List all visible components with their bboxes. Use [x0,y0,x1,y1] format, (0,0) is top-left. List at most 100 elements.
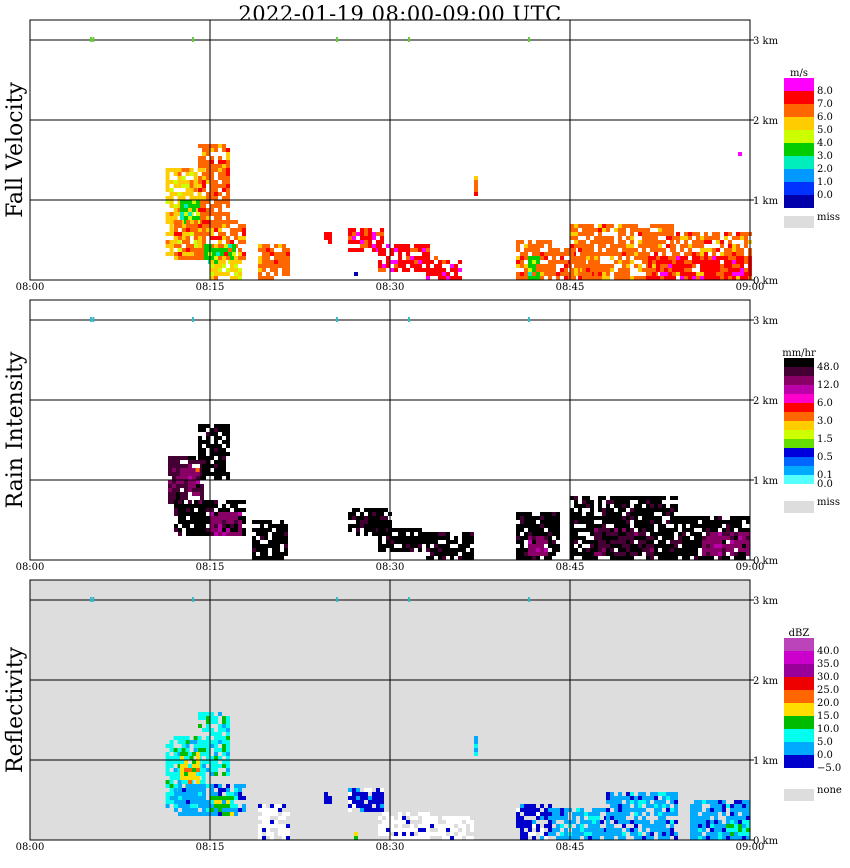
echo-pixel [658,240,662,244]
echo-pixel [442,816,446,820]
echo-pixel [214,244,218,248]
echo-pixel [718,552,722,556]
echo-pixel [218,476,222,480]
echo-pixel [670,812,674,816]
echo-pixel [744,268,748,272]
echo-pixel [177,240,182,244]
echo-pixel [622,532,626,536]
echo-pixel [226,196,230,200]
echo-pixel [646,232,650,236]
echo-pixel [646,812,650,816]
echo-cell [738,152,742,156]
echo-pixel [516,524,520,528]
echo-pixel [702,540,706,544]
echo-pixel [414,248,418,252]
echo-pixel [532,520,536,524]
echo-pixel [206,212,210,216]
echo-pixel [226,272,230,276]
echo-pixel [348,516,352,520]
echo-pixel [210,192,214,196]
echo-pixel [544,832,548,836]
echo-pixel [572,816,576,820]
echo-pixel [692,256,696,260]
echo-pixel [368,228,372,232]
echo-pixel [169,232,174,236]
echo-pixel [590,240,594,244]
echo-pixel [189,252,194,256]
echo-pixel [284,532,288,536]
echo-pixel [622,516,626,520]
echo-pixel [646,548,650,552]
echo-pixel [186,256,190,260]
echo-pixel [704,272,708,276]
echo-cell [594,528,654,556]
echo-pixel [714,520,718,524]
echo-pixel [214,744,218,748]
echo-pixel [360,512,364,516]
echo-pixel [738,820,742,824]
echo-pixel [210,268,214,272]
echo-pixel [652,256,656,260]
echo-pixel [688,276,692,280]
echo-pixel [173,788,178,792]
echo-pixel [193,244,198,248]
echo-pixel [586,232,590,236]
echo-pixel [716,268,720,272]
colorbar-swatch [784,394,814,403]
echo-pixel [630,536,634,540]
echo-pixel [694,828,698,832]
echo-pixel [684,260,688,264]
echo-pixel [226,472,230,476]
echo-pixel [622,820,626,824]
echo-pixel [380,800,384,804]
echo-pixel [556,536,560,540]
echo-pixel [552,812,556,816]
echo-pixel [618,820,622,824]
echo-pixel [578,276,582,280]
echo-pixel [552,516,556,520]
echo-pixel [196,764,200,768]
echo-pixel [606,500,610,504]
echo-pixel [726,828,730,832]
echo-pixel [186,228,190,232]
echo-pixel [190,812,194,816]
echo-pixel [238,508,242,512]
echo-pixel [178,256,182,260]
echo-pixel [226,728,230,732]
echo-pixel [262,828,266,832]
echo-pixel [376,240,380,244]
echo-pixel [262,812,266,816]
echo-pixel [446,828,450,832]
echo-pixel [185,744,190,748]
echo-pixel [626,536,630,540]
colorbar-missing-swatch [784,501,814,513]
echo-pixel [650,796,654,800]
echo-pixel [384,516,388,520]
echo-pixel [348,800,352,804]
echo-pixel [598,236,602,240]
echo-pixel [738,808,742,812]
echo-pixel [548,524,552,528]
echo-pixel [222,424,226,428]
echo-pixel [516,812,520,816]
echo-pixel [622,508,626,512]
echo-pixel [368,796,372,800]
echo-pixel [622,824,626,828]
echo-pixel [744,232,748,236]
echo-pixel [214,752,218,756]
echo-pixel [218,176,222,180]
top-mark [90,37,92,42]
echo-pixel [548,244,552,248]
echo-pixel [226,164,230,168]
echo-pixel [438,828,442,832]
echo-pixel [189,232,194,236]
echo-pixel [232,252,236,256]
echo-pixel [206,768,210,772]
echo-pixel [202,528,206,532]
echo-pixel [746,836,750,840]
echo-pixel [722,520,726,524]
colorbar-swatch [784,195,814,208]
echo-pixel [730,552,734,556]
echo-pixel [734,556,738,560]
echo-cell [648,256,752,280]
